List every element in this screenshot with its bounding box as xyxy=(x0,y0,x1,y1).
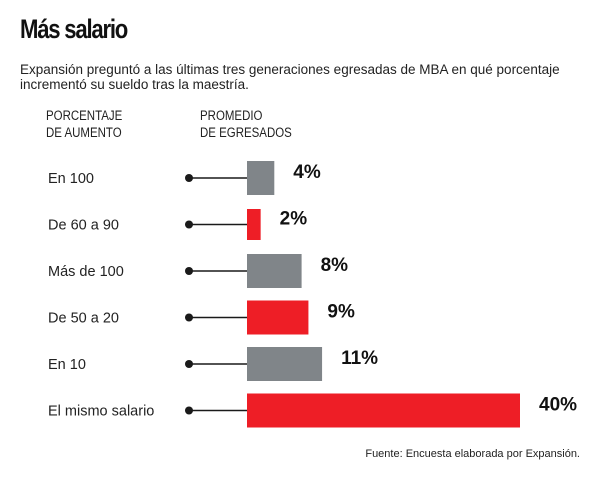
source-note: Fuente: Encuesta elaborada por Expansión… xyxy=(365,448,580,460)
bar xyxy=(247,300,309,335)
category-label: El mismo salario xyxy=(48,404,154,420)
bar xyxy=(247,254,302,288)
bar xyxy=(247,161,275,195)
column-header-average: PROMEDIO DE EGRESADOS xyxy=(200,107,292,141)
value-label: 8% xyxy=(321,255,349,276)
column-header-average-line2: DE EGRESADOS xyxy=(200,125,292,140)
value-label: 11% xyxy=(341,348,378,369)
chart-subtitle: Expansión preguntó a las últimas tres ge… xyxy=(20,62,560,92)
bar xyxy=(247,347,323,381)
category-label: De 60 a 90 xyxy=(48,218,119,234)
bar xyxy=(247,393,520,428)
category-label: En 100 xyxy=(48,171,94,187)
column-header-average-line1: PROMEDIO xyxy=(200,108,263,123)
chart-title: Más salario xyxy=(20,14,128,44)
value-label: 40% xyxy=(539,395,577,416)
value-label: 4% xyxy=(293,162,321,183)
category-label: En 10 xyxy=(48,357,86,373)
value-label: 9% xyxy=(327,302,355,323)
category-label: Más de 100 xyxy=(48,264,124,280)
column-header-percent-line1: PORCENTAJE xyxy=(46,108,123,123)
column-header-percent: PORCENTAJE DE AUMENTO xyxy=(46,107,122,141)
category-label: De 50 a 20 xyxy=(48,311,119,327)
value-label: 2% xyxy=(280,209,308,230)
bar xyxy=(247,209,261,240)
column-header-percent-line2: DE AUMENTO xyxy=(46,125,122,140)
